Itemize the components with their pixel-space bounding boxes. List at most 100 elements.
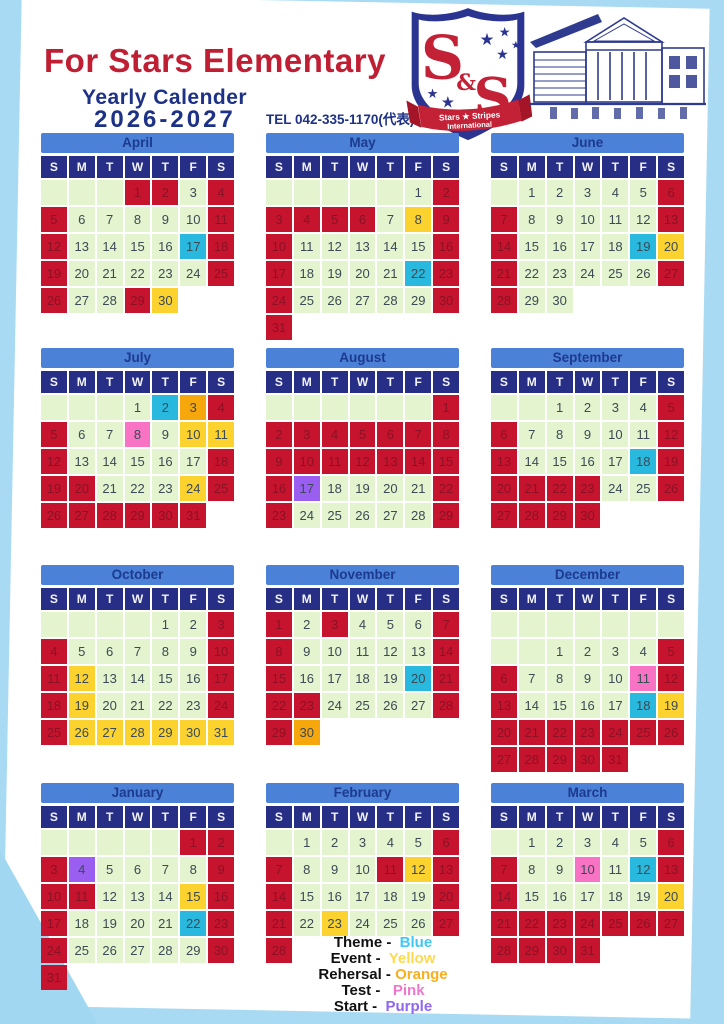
day-cell: 6 bbox=[68, 207, 95, 232]
day-cell: 6 bbox=[124, 857, 151, 882]
day-cell: 20 bbox=[491, 720, 517, 745]
day-cell: 26 bbox=[630, 911, 657, 936]
day-cell: 18 bbox=[41, 693, 67, 718]
day-cell bbox=[349, 395, 376, 420]
day-cell: 8 bbox=[518, 857, 545, 882]
month-march: March S M T W T F S 1 2 3 4 5 6 7 8 9 10 11 12 13 14 15 16 17 18 1… bbox=[491, 783, 684, 990]
day-cell: 18 bbox=[349, 666, 376, 691]
weekday-header: S bbox=[266, 371, 292, 393]
day-cell bbox=[41, 180, 67, 205]
month-day-grid: S M T W T F S 1 2 3 4 5 6 7 8 9 10 11 12 13 14 15 16 17 18 19 20 21… bbox=[491, 371, 684, 528]
month-day-grid: S M T W T F S 1 2 3 4 5 6 7 8 9 10 11 12 13 14 15 16 17 18 19 20 21… bbox=[266, 156, 459, 340]
day-cell: 1 bbox=[433, 395, 459, 420]
month-day-grid: S M T W T F S 1 2 3 4 5 6 7 8 9 10 11 12 13 14 15 16 17 18 19 20 21… bbox=[41, 806, 234, 990]
day-cell: 25 bbox=[293, 288, 320, 313]
day-cell: 12 bbox=[349, 449, 376, 474]
day-cell: 13 bbox=[377, 449, 404, 474]
day-cell: 8 bbox=[546, 666, 573, 691]
day-cell: 16 bbox=[293, 666, 320, 691]
day-cell: 29 bbox=[546, 747, 573, 772]
day-cell: 17 bbox=[180, 449, 207, 474]
day-cell: 5 bbox=[349, 422, 376, 447]
day-cell: 22 bbox=[546, 476, 573, 501]
day-cell bbox=[546, 612, 573, 637]
day-cell: 4 bbox=[293, 207, 320, 232]
weekday-header: S bbox=[658, 371, 684, 393]
day-cell: 6 bbox=[658, 830, 684, 855]
svg-text:★: ★ bbox=[479, 29, 494, 49]
day-cell bbox=[68, 395, 95, 420]
day-cell bbox=[491, 612, 517, 637]
day-cell: 4 bbox=[630, 639, 657, 664]
day-cell: 2 bbox=[574, 639, 601, 664]
day-cell: 7 bbox=[96, 422, 123, 447]
legend-value: Orange bbox=[395, 966, 448, 983]
weekday-header: F bbox=[180, 371, 207, 393]
day-cell: 25 bbox=[41, 720, 67, 745]
day-cell: 3 bbox=[321, 612, 348, 637]
day-cell: 5 bbox=[41, 422, 67, 447]
day-cell: 21 bbox=[518, 720, 545, 745]
day-cell: 5 bbox=[658, 639, 684, 664]
weekday-header: T bbox=[602, 806, 629, 828]
legend-item: Rehersal - Orange bbox=[288, 967, 478, 983]
day-cell: 16 bbox=[546, 234, 573, 259]
day-cell: 13 bbox=[124, 884, 151, 909]
day-cell: 9 bbox=[180, 639, 207, 664]
day-cell: 13 bbox=[68, 449, 95, 474]
day-cell: 18 bbox=[602, 234, 629, 259]
day-cell: 20 bbox=[377, 476, 404, 501]
day-cell: 1 bbox=[518, 180, 545, 205]
day-cell: 8 bbox=[433, 422, 459, 447]
day-cell: 30 bbox=[152, 503, 179, 528]
day-cell: 6 bbox=[491, 666, 517, 691]
day-cell: 25 bbox=[349, 693, 376, 718]
weekday-header: T bbox=[377, 371, 404, 393]
month-october: October S M T W T F S 1 2 3 4 5 6 7 8 9 10 11 12 13 14 15 16 17 1… bbox=[41, 565, 234, 783]
day-cell: 26 bbox=[349, 503, 376, 528]
weekday-header: T bbox=[546, 371, 573, 393]
legend-label: Theme - bbox=[333, 934, 400, 951]
day-cell: 28 bbox=[96, 288, 123, 313]
day-cell: 14 bbox=[491, 234, 517, 259]
day-cell: 29 bbox=[518, 288, 545, 313]
day-cell: 19 bbox=[658, 449, 684, 474]
day-cell: 11 bbox=[602, 207, 629, 232]
day-cell: 15 bbox=[124, 449, 151, 474]
weekday-header: S bbox=[433, 371, 459, 393]
month-title: January bbox=[41, 783, 234, 803]
weekday-header: S bbox=[658, 156, 684, 178]
day-cell: 8 bbox=[180, 857, 207, 882]
day-cell: 16 bbox=[266, 476, 292, 501]
legend-item: Theme - Blue bbox=[288, 935, 478, 951]
day-cell: 4 bbox=[208, 180, 234, 205]
day-cell: 5 bbox=[658, 395, 684, 420]
day-cell: 18 bbox=[68, 911, 95, 936]
day-cell: 7 bbox=[377, 207, 404, 232]
day-cell: 20 bbox=[96, 693, 123, 718]
day-cell: 31 bbox=[266, 315, 292, 340]
weekday-header: F bbox=[180, 806, 207, 828]
day-cell: 11 bbox=[321, 449, 348, 474]
month-day-grid: S M T W T F S 1 2 3 4 5 6 7 8 9 10 11 12 13 14 15 16 17 18 19 20 21… bbox=[491, 588, 684, 772]
day-cell bbox=[41, 612, 67, 637]
day-cell: 24 bbox=[208, 693, 234, 718]
day-cell: 11 bbox=[630, 422, 657, 447]
month-title: February bbox=[266, 783, 459, 803]
day-cell bbox=[658, 612, 684, 637]
day-cell bbox=[349, 180, 376, 205]
day-cell: 27 bbox=[405, 693, 432, 718]
day-cell: 26 bbox=[321, 288, 348, 313]
day-cell bbox=[405, 395, 432, 420]
month-july: July S M T W T F S 1 2 3 4 5 6 7 8 9 10 11 12 13 14 15 16 17 18 19… bbox=[41, 348, 234, 565]
day-cell: 14 bbox=[518, 449, 545, 474]
day-cell: 11 bbox=[41, 666, 67, 691]
day-cell: 9 bbox=[293, 639, 320, 664]
day-cell: 28 bbox=[433, 693, 459, 718]
day-cell: 7 bbox=[96, 207, 123, 232]
day-cell: 23 bbox=[293, 693, 320, 718]
weekday-header: M bbox=[518, 806, 545, 828]
day-cell: 26 bbox=[377, 693, 404, 718]
day-cell: 10 bbox=[208, 639, 234, 664]
